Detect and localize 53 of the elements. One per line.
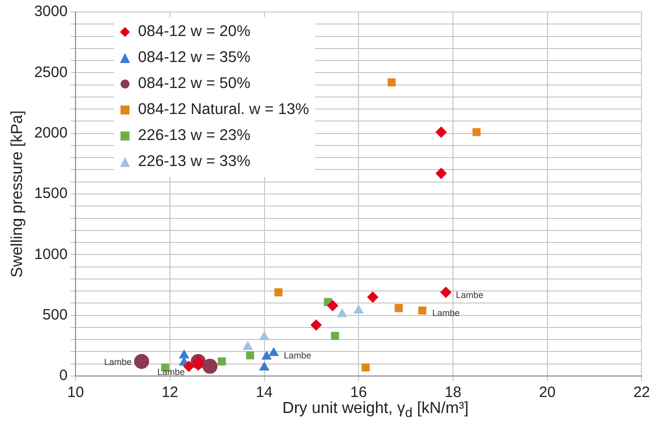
point	[388, 78, 396, 86]
point	[179, 350, 189, 358]
y-axis-title: Swelling pressure [kPa]	[9, 110, 26, 278]
point	[367, 292, 378, 303]
point	[440, 286, 452, 298]
point	[242, 341, 253, 350]
legend-label: 226-13 w = 33%	[138, 152, 250, 172]
x-tick-label: 16	[350, 384, 367, 402]
x-axis-title: Dry unit weight, γ$_{d}$ [kN/m³]	[281, 400, 470, 420]
point	[259, 362, 270, 371]
x-tick-label: 20	[538, 384, 556, 402]
point	[202, 358, 218, 374]
x-tick-label: 14	[256, 384, 273, 402]
point	[259, 332, 270, 340]
point	[418, 306, 426, 315]
x-tick-label: 10	[67, 384, 84, 402]
point	[274, 288, 282, 296]
point	[337, 308, 347, 318]
y-tick-label: 0	[59, 367, 68, 384]
point	[436, 168, 447, 179]
point	[246, 351, 254, 360]
legend-label: 226-13 w = 23%	[138, 126, 250, 146]
y-tick-label: 2000	[34, 124, 68, 142]
legend-label: 084-12 Natural. w = 13%	[138, 100, 310, 120]
point	[436, 126, 447, 138]
point	[362, 363, 370, 372]
point	[134, 354, 150, 369]
y-tick-label: 3000	[34, 3, 68, 20]
y-tick-label: 1000	[34, 246, 68, 263]
point	[354, 304, 364, 314]
point	[183, 360, 194, 372]
point	[310, 320, 322, 331]
annotation: Lambe	[104, 356, 132, 367]
y-tick-label: 2500	[34, 64, 68, 81]
x-tick-label: 22	[633, 384, 650, 402]
point	[218, 357, 226, 366]
point	[268, 347, 279, 356]
annotation: Lambe	[284, 350, 312, 360]
x-tick-label: 18	[444, 384, 462, 402]
annotation: Lambe	[456, 290, 484, 300]
y-tick-label: 500	[42, 306, 68, 324]
legend-label: 084-12 w = 20%	[138, 22, 250, 42]
point	[262, 351, 272, 360]
point	[394, 304, 403, 312]
point	[472, 128, 481, 136]
point	[327, 300, 338, 312]
legend-label: 084-12 w = 50%	[138, 74, 250, 94]
point	[330, 332, 340, 340]
annotation: Lambe	[157, 366, 185, 377]
y-tick-label: 1500	[34, 185, 68, 202]
annotation: Lambe	[432, 308, 460, 318]
x-tick-label: 12	[162, 384, 178, 402]
legend-label: 084-12 w = 35%	[138, 48, 250, 68]
